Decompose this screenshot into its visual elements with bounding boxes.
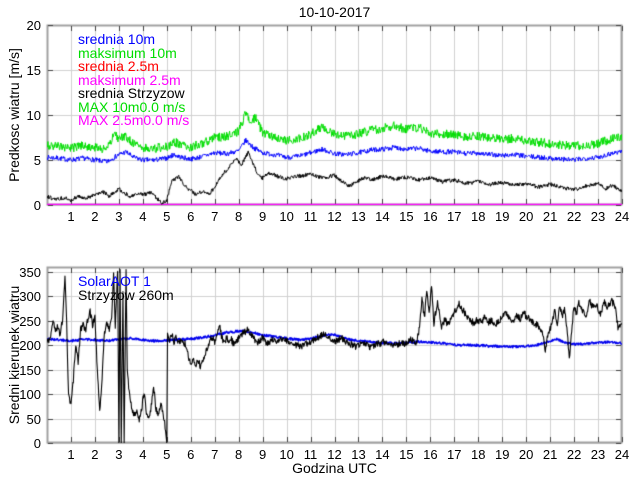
x-tick-label: 17 bbox=[447, 447, 462, 462]
y-tick-label: 250 bbox=[19, 313, 41, 329]
legend-entry: maksimum 2.5m bbox=[78, 71, 181, 88]
x-tick-label: 8 bbox=[235, 209, 243, 224]
x-tick-label: 3 bbox=[115, 447, 123, 462]
y-tick-label: 200 bbox=[19, 338, 41, 354]
x-tick-label: 14 bbox=[375, 209, 390, 224]
x-tick-label: 24 bbox=[614, 447, 630, 462]
x-tick-label: 19 bbox=[494, 209, 510, 224]
x-tick-label: 4 bbox=[139, 209, 147, 224]
x-tick-label: 12 bbox=[327, 447, 342, 462]
x-tick-label: 11 bbox=[303, 447, 318, 462]
x-tick-label: 24 bbox=[614, 209, 630, 224]
x-tick-label: 9 bbox=[259, 209, 267, 224]
y-tick-label: 150 bbox=[19, 362, 41, 378]
legend-entry: maksimum 10m bbox=[78, 44, 177, 61]
x-tick-label: 15 bbox=[399, 447, 414, 462]
x-tick-label: 11 bbox=[303, 209, 318, 224]
x-tick-label: 19 bbox=[494, 447, 510, 462]
x-tick-label: 6 bbox=[187, 447, 195, 462]
x-axis-label: Godzina UTC bbox=[292, 460, 377, 476]
y-tick-label: 100 bbox=[19, 387, 41, 403]
x-tick-label: 12 bbox=[327, 209, 342, 224]
legend-entry: srednia 10m bbox=[78, 31, 156, 47]
x-tick-label: 8 bbox=[235, 447, 243, 462]
x-tick-label: 13 bbox=[351, 209, 366, 224]
x-tick-label: 16 bbox=[423, 209, 438, 224]
x-tick-label: 6 bbox=[187, 209, 195, 224]
x-tick-label: 7 bbox=[211, 209, 219, 224]
y-tick-label: 0 bbox=[33, 198, 41, 213]
y-tick-label: 5 bbox=[33, 153, 41, 168]
y-tick-label: 15 bbox=[26, 63, 41, 78]
legend-entry: Strzyzow 260m bbox=[78, 286, 174, 303]
x-tick-label: 18 bbox=[471, 209, 486, 224]
x-tick-label: 5 bbox=[163, 447, 171, 462]
x-tick-label: 21 bbox=[542, 209, 558, 224]
x-tick-label: 20 bbox=[518, 209, 534, 224]
legend-entry: srednia Strzyzow bbox=[78, 85, 185, 101]
x-tick-label: 2 bbox=[91, 447, 99, 462]
y-tick-label: 350 bbox=[19, 264, 41, 280]
x-tick-label: 13 bbox=[351, 447, 366, 462]
y-tick-label: 300 bbox=[19, 289, 41, 305]
x-tick-label: 21 bbox=[542, 447, 558, 462]
x-tick-label: 3 bbox=[115, 209, 123, 224]
y-tick-label: 20 bbox=[26, 18, 41, 33]
x-tick-label: 1 bbox=[67, 209, 75, 224]
y-tick-label: 0 bbox=[33, 436, 41, 451]
x-tick-label: 22 bbox=[566, 209, 582, 224]
legend-entry: MAX 10m0.0 m/s bbox=[78, 98, 186, 115]
x-tick-label: 15 bbox=[399, 209, 414, 224]
x-tick-label: 17 bbox=[447, 209, 462, 224]
x-tick-label: 23 bbox=[590, 209, 606, 224]
x-tick-label: 5 bbox=[163, 209, 171, 224]
chart-title: 10-10-2017 bbox=[298, 4, 371, 20]
x-tick-label: 18 bbox=[471, 447, 486, 462]
x-tick-label: 10 bbox=[279, 209, 294, 224]
x-tick-label: 14 bbox=[375, 447, 390, 462]
x-tick-label: 20 bbox=[518, 447, 534, 462]
x-tick-label: 23 bbox=[590, 447, 606, 462]
direction-legend: SolarAOT 1 Strzyzow 260m bbox=[78, 273, 174, 303]
x-tick-label: 7 bbox=[211, 447, 219, 462]
x-tick-label: 16 bbox=[423, 447, 438, 462]
x-tick-label: 2 bbox=[91, 209, 99, 224]
legend-entry: MAX 2.5m0.0 m/s bbox=[78, 112, 190, 128]
legend-entry: srednia 2.5m bbox=[78, 58, 159, 74]
y-tick-label: 10 bbox=[26, 108, 41, 123]
x-tick-label: 10 bbox=[279, 447, 294, 462]
speed-legend: srednia 10m maksimum 10m srednia 2.5m maksi… bbox=[78, 31, 190, 128]
x-tick-label: 22 bbox=[566, 447, 582, 462]
x-tick-label: 4 bbox=[139, 447, 147, 462]
y-tick-label: 50 bbox=[26, 411, 41, 427]
x-tick-label: 1 bbox=[67, 447, 75, 462]
x-tick-label: 9 bbox=[259, 447, 267, 462]
legend-entry: SolarAOT 1 bbox=[78, 273, 151, 289]
